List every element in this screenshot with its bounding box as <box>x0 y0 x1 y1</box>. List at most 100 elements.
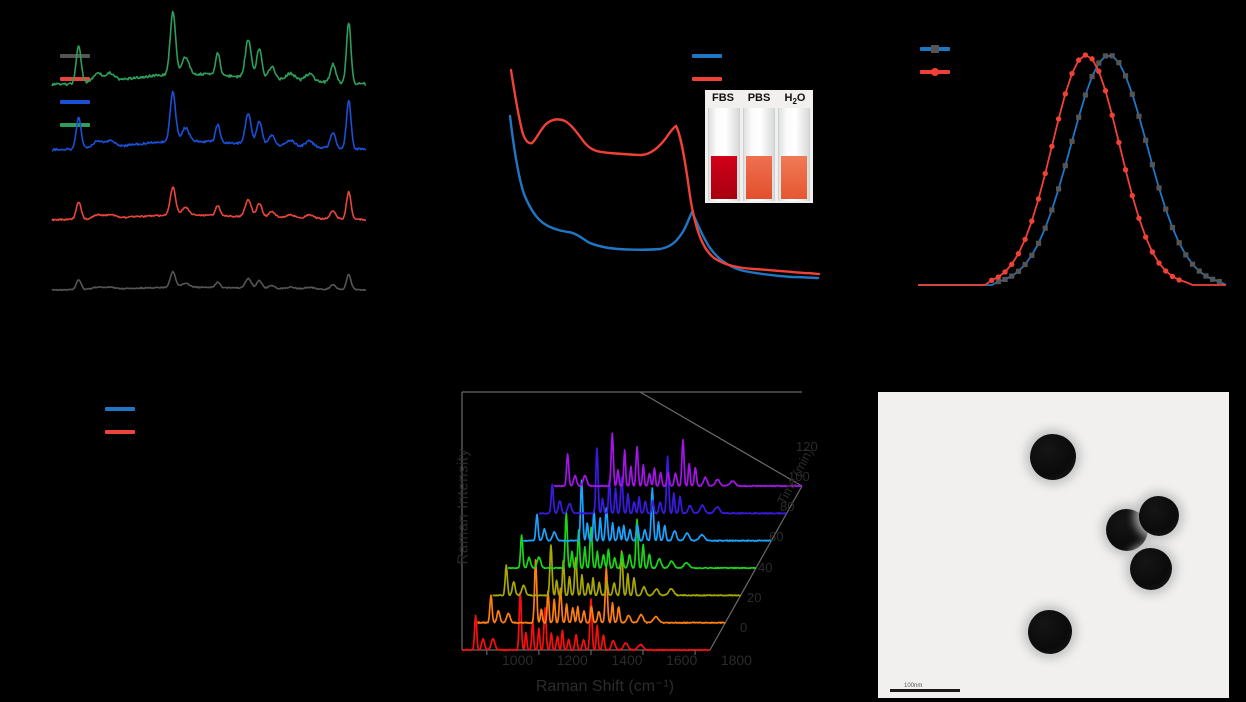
square-marker-icon <box>1203 273 1209 279</box>
legend-swatch-pbs <box>105 407 135 411</box>
circle-marker-icon <box>1142 234 1149 240</box>
square-marker-icon <box>1042 225 1048 231</box>
panel-tem-image: 100nm <box>860 380 1246 702</box>
ztick-60: 60 <box>769 529 784 544</box>
legend-item: After conjugation <box>692 73 820 85</box>
legend-label: In FBS <box>141 426 175 438</box>
square-marker-icon <box>1109 53 1115 59</box>
square-marker-icon <box>1015 268 1022 274</box>
square-marker-icon <box>1002 276 1008 283</box>
circle-marker-icon <box>931 67 939 76</box>
circle-marker-icon <box>1089 56 1095 62</box>
legend-item: 50 nM <box>60 96 133 108</box>
circle-marker-icon <box>1096 68 1102 74</box>
ztick-80: 80 <box>780 499 795 514</box>
dls-curve-After <box>918 53 1226 286</box>
square-marker-icon <box>1089 73 1095 80</box>
panel-e-xticks: 1000 1200 1400 1600 1800 <box>502 652 752 668</box>
square-marker-icon <box>1156 185 1162 191</box>
legend-item: After <box>920 65 988 77</box>
square-marker-icon <box>1022 261 1028 268</box>
panel-d-xlabel: Raman Shift (cm-1) <box>150 668 246 680</box>
circle-marker-icon <box>1176 277 1182 283</box>
circle-marker-icon <box>1069 70 1075 77</box>
circle-marker-icon <box>1055 116 1062 122</box>
circle-marker-icon <box>1102 88 1109 94</box>
legend-swatch-after <box>920 67 950 76</box>
square-marker-icon <box>1169 224 1176 231</box>
cuvette-label-row: FBS PBS H2O <box>705 92 813 106</box>
cuvette-liquid <box>746 156 772 199</box>
square-marker-icon <box>1210 276 1216 282</box>
square-marker-icon <box>1029 252 1035 258</box>
ztick-0: 0 <box>740 620 748 635</box>
waterfall-curve-80 <box>522 479 772 542</box>
circle-marker-icon <box>1015 251 1022 257</box>
panel-sers-stacked-spectra: 1 nM 10 nM 50 nM 100 nM Raman Shift (cm-… <box>0 0 420 350</box>
cuvette-pbs <box>743 108 775 201</box>
panel-b-plot <box>508 68 821 280</box>
xtick: 1400 <box>611 652 643 668</box>
square-marker-icon <box>1069 138 1075 144</box>
circle-marker-icon <box>1049 143 1055 149</box>
legend-item: In PBS <box>105 403 175 415</box>
scale-bar <box>890 689 960 692</box>
circle-marker-icon <box>1122 167 1129 173</box>
cuvette-label-h2o: H2O <box>784 92 806 107</box>
ztick-20: 20 <box>747 590 762 605</box>
square-marker-icon <box>1149 162 1155 168</box>
ztick-40: 40 <box>758 560 773 575</box>
square-marker-icon <box>1136 113 1142 119</box>
panel-e-plot <box>461 391 803 655</box>
cuvette-label-pbs: PBS <box>747 92 771 104</box>
cuvette-row <box>708 108 810 201</box>
square-marker-icon <box>1035 240 1042 246</box>
square-marker-icon <box>1102 53 1109 59</box>
legend-panel-b: Before conjugation After conjugation <box>692 50 820 96</box>
waterfall-curve-40 <box>492 544 741 597</box>
circle-marker-icon <box>1075 57 1082 63</box>
nanoparticle <box>1130 548 1172 590</box>
legend-item: Before conjugation <box>692 50 820 62</box>
nanoparticle <box>1139 496 1179 536</box>
legend-label: After <box>956 65 980 77</box>
square-marker-icon <box>1129 91 1135 97</box>
circle-marker-icon <box>1029 218 1035 224</box>
nanoparticle <box>1030 434 1076 480</box>
circle-marker-icon <box>1042 170 1048 177</box>
xtick: 1800 <box>720 652 752 668</box>
cuvette-liquid <box>781 156 807 199</box>
nanoparticle <box>1028 610 1072 654</box>
circle-marker-icon <box>1149 249 1156 255</box>
cuvette-h2o <box>778 108 810 201</box>
cuvette-label-fbs: FBS <box>712 92 734 104</box>
legend-label: 100 nM <box>96 119 133 131</box>
panel-d-plot <box>0 350 440 702</box>
spectrum-curve-100nM <box>51 10 367 87</box>
dls-curve-Before <box>918 54 1227 286</box>
legend-item: Before <box>920 42 988 54</box>
circle-marker-icon <box>995 274 1002 280</box>
xtick: 1200 <box>556 652 588 668</box>
square-marker-icon <box>1056 186 1062 192</box>
circle-marker-icon <box>1022 236 1028 243</box>
square-marker-icon <box>1176 240 1182 246</box>
scale-bar-label: 100nm <box>904 683 923 689</box>
square-marker-icon <box>1163 206 1169 212</box>
cuvette-photo-inset: FBS PBS H2O <box>705 90 813 203</box>
waterfall-curve-120 <box>553 432 803 488</box>
circle-marker-icon <box>1062 91 1069 97</box>
square-marker-icon <box>1196 268 1202 274</box>
panel-e-xlabel: Raman Shift (cm⁻¹) <box>535 678 675 695</box>
legend-item: 1 nM <box>60 50 133 62</box>
panel-uvvis-extinction: Before conjugation After conjugation FBS… <box>420 0 860 350</box>
circle-marker-icon <box>1136 215 1142 221</box>
cuvette-liquid <box>711 156 737 199</box>
legend-label: Before conjugation <box>728 50 820 62</box>
circle-marker-icon <box>1163 268 1169 274</box>
circle-marker-icon <box>1009 261 1015 268</box>
panel-a-xlabel: Raman Shift (cm-1) <box>120 315 216 327</box>
spectrum-curve-1nM <box>51 270 367 292</box>
tem-micrograph: 100nm <box>878 392 1229 698</box>
